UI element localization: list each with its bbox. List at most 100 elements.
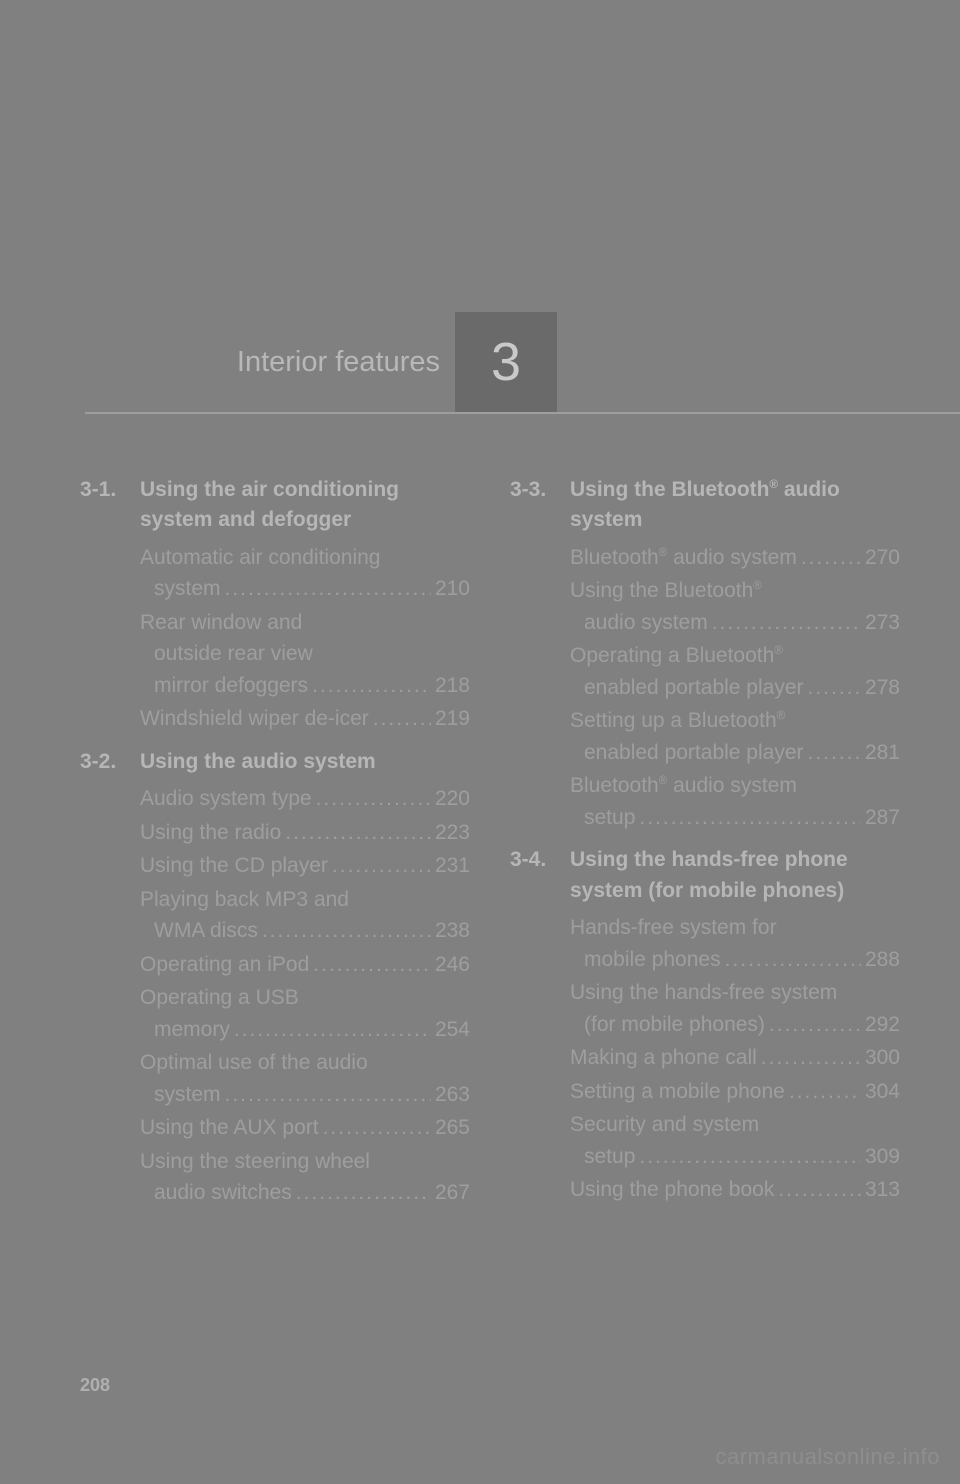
toc-entry-page: 288 [865, 944, 900, 976]
toc-entry-page: 210 [435, 573, 470, 605]
toc-entry-line: Bluetooth® audio system [570, 542, 797, 574]
toc-entry-page: 220 [435, 783, 470, 815]
toc-entry-line: (for mobile phones) [584, 1009, 765, 1041]
toc-section-heading: 3-1.Using the air conditioning system an… [80, 475, 470, 536]
toc-section: 3-1.Using the air conditioning system an… [80, 475, 470, 735]
toc-entry-line: memory [154, 1014, 230, 1046]
toc-entry-page: 218 [435, 670, 470, 702]
toc-entry-line: Hands-free system for [570, 916, 777, 939]
toc-entry: Hands-free system for mobile phones 288 [570, 912, 900, 975]
toc-entry-page: 281 [865, 737, 900, 769]
toc-entry-line: Using the steering wheel [140, 1150, 370, 1173]
toc-entry: Operating a Bluetooth®enabled portable p… [570, 640, 900, 703]
toc-column-right: 3-3.Using the Bluetooth® audio system Blu… [510, 475, 900, 1221]
toc-entry-line: Using the radio [140, 817, 281, 849]
toc-section: 3-4.Using the hands-free phone system (f… [510, 845, 900, 1205]
toc-entry-page: 270 [865, 542, 900, 574]
toc-entry-line: Using the CD player [140, 850, 328, 882]
toc-entry-line: WMA discs [154, 915, 258, 947]
toc-entry-line: setup [584, 802, 635, 834]
toc-leader-dots [808, 672, 861, 704]
toc-entries: Automatic air conditioningsystem210Rear … [80, 542, 470, 735]
toc-leader-dots [712, 607, 861, 639]
watermark: carmanualsonline.info [715, 1444, 940, 1470]
toc-entry-page: 223 [435, 817, 470, 849]
toc-entry-line: Using the AUX port [140, 1112, 319, 1144]
toc-leader-dots [312, 670, 431, 702]
chapter-header: Interior features 3 [85, 312, 960, 417]
toc-entry: Making a phone call 300 [570, 1042, 900, 1074]
toc-entry-line: Optimal use of the audio [140, 1051, 368, 1074]
toc-section-heading: 3-4.Using the hands-free phone system (f… [510, 845, 900, 906]
toc-entry: Bluetooth® audio systemsetup287 [570, 770, 900, 833]
toc-entry-line: Operating an iPod [140, 949, 309, 981]
toc-entry-line: enabled portable player [584, 737, 804, 769]
toc-entry-page: 238 [435, 915, 470, 947]
toc-entry-line: mobile phones [584, 944, 721, 976]
toc-entry: Security and systemsetup309 [570, 1109, 900, 1172]
toc-entries: Audio system type220Using the radio223Us… [80, 783, 470, 1209]
toc-entry: Using the Bluetooth®audio system273 [570, 575, 900, 638]
toc-column-left: 3-1.Using the air conditioning system an… [80, 475, 470, 1221]
toc-entry-line: audio switches [154, 1177, 292, 1209]
toc-entry-line: system [154, 573, 221, 605]
toc-entries: Bluetooth® audio system270Using the Blue… [510, 542, 900, 834]
toc-entry-line: mirror defoggers [154, 670, 308, 702]
manual-page: Interior features 3 3-1.Using the air co… [0, 0, 960, 1484]
toc-entry-page: 313 [865, 1174, 900, 1206]
toc-leader-dots [323, 1112, 431, 1144]
toc-entry-page: 292 [865, 1009, 900, 1041]
toc-entry: Setting a mobile phone304 [570, 1076, 900, 1108]
toc-entry-page: 304 [865, 1076, 900, 1108]
toc-entry-page: 263 [435, 1079, 470, 1111]
toc-entry-line: Operating a USB [140, 986, 299, 1009]
toc-leader-dots [801, 542, 861, 574]
toc-leader-dots [316, 783, 431, 815]
toc-entry: Bluetooth® audio system 270 [570, 542, 900, 574]
toc-section-number: 3-3. [510, 475, 558, 536]
toc-entry-line: Audio system type [140, 783, 312, 815]
chapter-title: Interior features [85, 312, 440, 412]
toc-section: 3-2. Using the audio system Audio system t… [80, 747, 470, 1209]
toc-entry-line: setup [584, 1141, 635, 1173]
toc-entry-line: Rear window and [140, 611, 302, 634]
toc-entry-page: 246 [435, 949, 470, 981]
toc-entry-line: Setting up a Bluetooth® [570, 709, 785, 732]
toc-entry: Using the AUX port 265 [140, 1112, 470, 1144]
toc-entry-page: 278 [865, 672, 900, 704]
chapter-rule [85, 412, 960, 414]
toc-entry: Rear window and outside rear viewmirror d… [140, 607, 470, 702]
toc-section-title: Using the Bluetooth® audio system [570, 475, 900, 536]
toc-entry-page: 273 [865, 607, 900, 639]
toc-entry: Using the radio 223 [140, 817, 470, 849]
toc-leader-dots [639, 802, 861, 834]
toc-entry-page: 231 [435, 850, 470, 882]
toc-leader-dots [778, 1174, 861, 1206]
toc-section-title: Using the air conditioning system and de… [140, 475, 470, 536]
toc-section: 3-3.Using the Bluetooth® audio system Blu… [510, 475, 900, 833]
toc-entry: Using the hands-free system(for mobile p… [570, 977, 900, 1040]
toc-leader-dots [789, 1076, 861, 1108]
toc-entry-line: audio system [584, 607, 708, 639]
toc-entry: Operating a USB memory 254 [140, 982, 470, 1045]
toc-leader-dots [639, 1141, 861, 1173]
toc-leader-dots [373, 703, 431, 735]
toc-section-heading: 3-3.Using the Bluetooth® audio system [510, 475, 900, 536]
toc-entry-line: Playing back MP3 and [140, 888, 349, 911]
toc-leader-dots [285, 817, 431, 849]
toc-section-title: Using the audio system [140, 747, 470, 777]
page-number: 208 [80, 1375, 110, 1396]
toc-entry-line: Making a phone call [570, 1042, 757, 1074]
chapter-number: 3 [491, 331, 521, 393]
toc-leader-dots [725, 944, 861, 976]
toc-entry-line: outside rear view [140, 638, 470, 670]
toc-entry: Using the steering wheelaudio switches26… [140, 1146, 470, 1209]
toc-entry-page: 254 [435, 1014, 470, 1046]
chapter-number-box: 3 [455, 312, 557, 412]
toc-leader-dots [313, 949, 431, 981]
toc-entry: Operating an iPod 246 [140, 949, 470, 981]
toc-entry-page: 265 [435, 1112, 470, 1144]
toc-entry: Audio system type 220 [140, 783, 470, 815]
toc-section-number: 3-2. [80, 747, 128, 777]
toc-entry-page: 300 [865, 1042, 900, 1074]
